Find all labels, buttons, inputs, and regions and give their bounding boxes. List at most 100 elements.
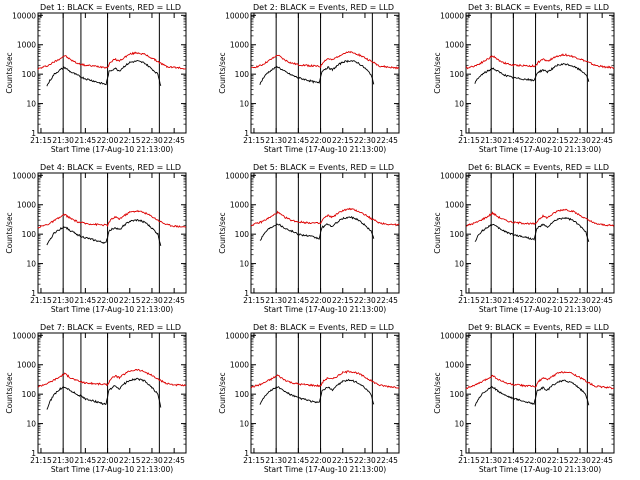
lld-series-line xyxy=(465,53,615,70)
y-tick-label: 10000 xyxy=(12,171,36,180)
y-tick-label: 1000 xyxy=(230,201,249,210)
plot-frame xyxy=(250,172,400,294)
plot-frame xyxy=(465,172,615,294)
y-axis-label: Counts/sec xyxy=(5,372,14,413)
panel-det-2: Det 2: BLACK = Events, RED = LLD 1 10 100 10… xyxy=(218,3,400,154)
x-tick-label: 22:15 xyxy=(119,136,141,145)
y-tick-label: 100 xyxy=(450,70,465,79)
x-tick-label: 22:30 xyxy=(569,136,591,145)
y-tick-label: 1000 xyxy=(17,361,36,370)
panel-title: Det 8: BLACK = Events, RED = LLD xyxy=(253,323,394,332)
lld-series-line xyxy=(250,50,400,70)
panel-det-3: Det 3: BLACK = Events, RED = LLD 1 10 100 10… xyxy=(433,3,615,154)
x-axis-label: Start Time (17-Aug-10 21:13:00) xyxy=(479,305,601,314)
x-tick-label: 22:15 xyxy=(119,296,141,305)
x-tick-label: 21:15 xyxy=(243,456,265,465)
x-tick-label: 22:45 xyxy=(591,136,613,145)
y-tick-label: 1 xyxy=(459,289,464,298)
panel-title: Det 6: BLACK = Events, RED = LLD xyxy=(468,163,609,172)
plot-frame xyxy=(250,332,400,454)
x-tick-label: 22:45 xyxy=(163,136,185,145)
y-tick-label: 1 xyxy=(459,129,464,138)
y-tick-label: 100 xyxy=(22,230,37,239)
y-tick-label: 10000 xyxy=(440,171,464,180)
plot-frame xyxy=(37,332,187,454)
x-tick-label: 22:30 xyxy=(141,456,163,465)
x-tick-label: 21:45 xyxy=(503,456,525,465)
x-tick-label: 22:15 xyxy=(547,296,569,305)
y-axis-label: Counts/sec xyxy=(5,52,14,93)
x-axis-label: Start Time (17-Aug-10 21:13:00) xyxy=(264,305,386,314)
lld-series-line xyxy=(250,370,400,389)
x-tick-label: 21:45 xyxy=(288,456,310,465)
x-axis-label: Start Time (17-Aug-10 21:13:00) xyxy=(51,465,173,474)
x-tick-label: 22:00 xyxy=(525,136,547,145)
events-series-line xyxy=(259,215,375,241)
panel-det-4: Det 4: BLACK = Events, RED = LLD 1 10 100 10… xyxy=(5,163,187,314)
x-tick-label: 22:45 xyxy=(376,456,398,465)
x-tick-label: 21:15 xyxy=(30,456,52,465)
x-tick-label: 22:00 xyxy=(525,296,547,305)
x-tick-label: 22:45 xyxy=(376,136,398,145)
y-tick-label: 1000 xyxy=(17,41,36,50)
x-tick-label: 22:30 xyxy=(569,296,591,305)
y-tick-label: 10 xyxy=(26,100,36,109)
x-tick-label: 22:00 xyxy=(525,456,547,465)
y-tick-label: 1000 xyxy=(445,201,464,210)
x-tick-label: 21:15 xyxy=(458,296,480,305)
plot-frame xyxy=(250,12,400,134)
y-tick-label: 10000 xyxy=(12,11,36,20)
x-tick-label: 21:15 xyxy=(30,136,52,145)
x-axis-label: Start Time (17-Aug-10 21:13:00) xyxy=(264,145,386,154)
panel-det-8: Det 8: BLACK = Events, RED = LLD 1 10 100 10… xyxy=(218,323,400,474)
x-tick-label: 22:45 xyxy=(163,296,185,305)
x-tick-label: 21:45 xyxy=(75,296,97,305)
x-tick-label: 22:30 xyxy=(354,136,376,145)
lld-series-line xyxy=(37,368,187,388)
y-tick-label: 1 xyxy=(31,289,36,298)
x-tick-label: 21:15 xyxy=(243,296,265,305)
lld-series-line xyxy=(250,207,400,227)
lld-series-line xyxy=(37,209,186,229)
y-tick-label: 100 xyxy=(450,390,465,399)
y-tick-label: 1000 xyxy=(17,201,36,210)
y-tick-label: 10 xyxy=(454,420,464,429)
y-tick-label: 10000 xyxy=(225,11,249,20)
x-tick-label: 21:45 xyxy=(75,456,97,465)
panel-det-7: Det 7: BLACK = Events, RED = LLD 1 10 100 10… xyxy=(5,323,187,474)
y-tick-label: 1 xyxy=(244,129,249,138)
y-axis-label: Counts/sec xyxy=(5,212,14,253)
x-tick-label: 21:45 xyxy=(75,136,97,145)
panel-title: Det 4: BLACK = Events, RED = LLD xyxy=(40,163,181,172)
y-axis-label: Counts/sec xyxy=(433,212,442,253)
x-tick-label: 22:30 xyxy=(354,296,376,305)
x-tick-label: 21:45 xyxy=(503,136,525,145)
x-axis-label: Start Time (17-Aug-10 21:13:00) xyxy=(479,145,601,154)
plot-frame xyxy=(465,12,615,134)
events-series-line xyxy=(46,377,162,410)
y-tick-label: 100 xyxy=(235,70,250,79)
x-tick-label: 22:15 xyxy=(547,456,569,465)
panel-det-6: Det 6: BLACK = Events, RED = LLD 1 10 100 10… xyxy=(433,163,615,314)
x-tick-label: 21:15 xyxy=(243,136,265,145)
events-series-line xyxy=(474,217,590,242)
x-tick-label: 22:30 xyxy=(141,296,163,305)
x-axis-label: Start Time (17-Aug-10 21:13:00) xyxy=(51,305,173,314)
y-tick-label: 1000 xyxy=(230,361,249,370)
events-series-line xyxy=(474,62,590,84)
panel-title: Det 9: BLACK = Events, RED = LLD xyxy=(468,323,609,332)
x-tick-label: 21:30 xyxy=(265,296,287,305)
events-series-line xyxy=(46,60,162,87)
panel-title: Det 7: BLACK = Events, RED = LLD xyxy=(40,323,181,332)
x-tick-label: 21:15 xyxy=(458,136,480,145)
lld-series-line xyxy=(37,51,187,70)
y-tick-label: 10 xyxy=(26,420,36,429)
x-tick-label: 21:30 xyxy=(265,456,287,465)
panel-title: Det 1: BLACK = Events, RED = LLD xyxy=(40,3,181,12)
panel-det-5: Det 5: BLACK = Events, RED = LLD 1 10 100 10… xyxy=(218,163,400,314)
events-series-line xyxy=(259,378,375,405)
x-tick-label: 21:30 xyxy=(480,136,502,145)
events-series-line xyxy=(46,218,162,247)
x-tick-label: 21:45 xyxy=(288,296,310,305)
